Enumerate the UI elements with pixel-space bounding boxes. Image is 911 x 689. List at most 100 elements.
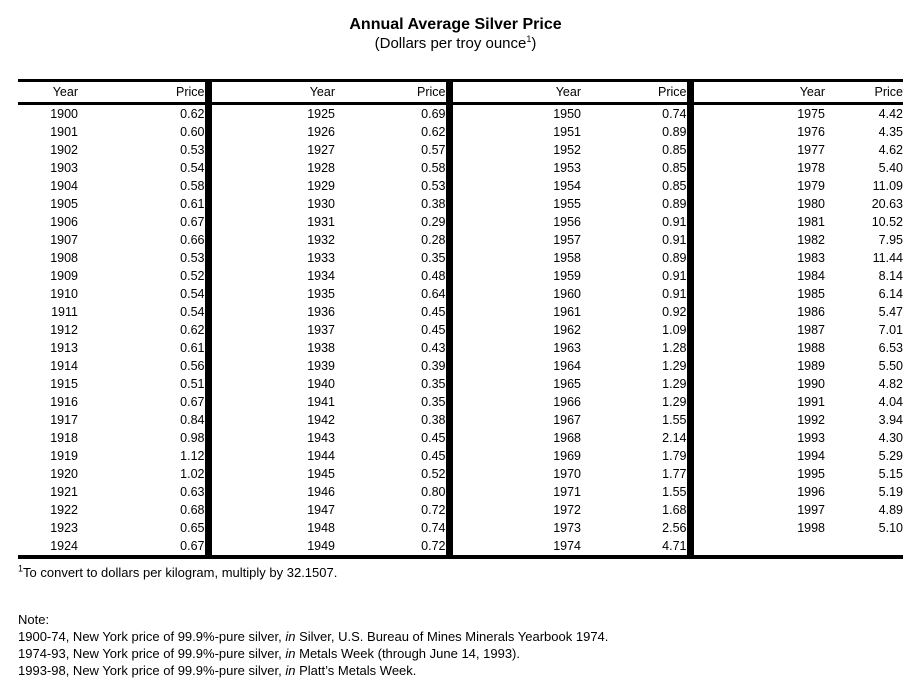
- price-cell: 0.35: [421, 377, 446, 391]
- price-cell: 0.62: [180, 323, 205, 337]
- table-row: 1916 0.67 1941 0.35 1966 1.29 1991 4.04: [18, 393, 903, 411]
- price-cell: 5.50: [878, 359, 903, 373]
- year-cell: 1965: [445, 375, 581, 393]
- year-cell: 1953: [445, 159, 581, 177]
- price-cell: 4.04: [878, 395, 903, 409]
- price-cell: 0.52: [421, 467, 446, 481]
- note-line-3: 1993-98, New York price of 99.9%-pure si…: [18, 662, 911, 679]
- price-cell: 6.14: [878, 287, 903, 301]
- year-cell: 1964: [445, 357, 581, 375]
- price-cell: 1.79: [662, 449, 687, 463]
- year-cell: 1973: [445, 519, 581, 537]
- note-2-italic: in: [285, 646, 296, 661]
- price-cell: 0.91: [662, 215, 687, 229]
- year-cell: 1997: [686, 501, 825, 519]
- price-cell: 0.68: [180, 503, 205, 517]
- price-cell: 5.15: [878, 467, 903, 481]
- year-cell: 1904: [50, 179, 78, 193]
- year-cell: 1939: [204, 357, 335, 375]
- note-3-suffix: Platt’s Metals Week.: [295, 663, 417, 678]
- price-cell: 0.84: [180, 413, 205, 427]
- price-cell: 0.54: [180, 287, 205, 301]
- year-cell: 1929: [204, 177, 335, 195]
- subtitle-suffix: ): [531, 35, 537, 52]
- price-cell: 0.39: [421, 359, 446, 373]
- price-cell: 0.61: [180, 341, 205, 355]
- column-header-year: Year: [18, 80, 78, 105]
- price-cell: 0.89: [662, 197, 687, 211]
- table-row: 1901 0.60 1926 0.62 1951 0.89 1976 4.35: [18, 123, 903, 141]
- price-cell: 0.85: [662, 143, 687, 157]
- year-cell: [686, 537, 825, 557]
- year-cell: 1960: [445, 285, 581, 303]
- year-cell: 1984: [686, 267, 825, 285]
- table-row: 1919 1.12 1944 0.45 1969 1.79 1994 5.29: [18, 447, 903, 465]
- price-cell: 7.01: [878, 323, 903, 337]
- price-cell: [825, 537, 903, 557]
- price-cell: 0.51: [180, 377, 205, 391]
- price-cell: 0.89: [662, 251, 687, 265]
- price-cell: 0.85: [662, 179, 687, 193]
- year-cell: 1959: [445, 267, 581, 285]
- price-cell: 1.77: [662, 467, 687, 481]
- year-cell: 1995: [686, 465, 825, 483]
- footnote-superscript: 1: [18, 563, 24, 574]
- year-cell: 1996: [686, 483, 825, 501]
- price-cell: 4.30: [878, 431, 903, 445]
- price-cell: 0.35: [421, 395, 446, 409]
- year-cell: 1958: [445, 249, 581, 267]
- year-cell: 1909: [50, 269, 78, 283]
- page-subtitle: (Dollars per troy ounce1): [0, 35, 911, 53]
- price-cell: 1.12: [180, 449, 205, 463]
- price-cell: 5.40: [878, 161, 903, 175]
- price-cell: 4.35: [878, 125, 903, 139]
- price-cell: 0.80: [421, 485, 446, 499]
- price-cell: 5.47: [878, 305, 903, 319]
- year-cell: 1971: [445, 483, 581, 501]
- price-cell: 0.62: [421, 125, 446, 139]
- silver-price-table: Year Price Year Price Year Price Year Price 190…: [18, 79, 903, 559]
- year-cell: 1992: [686, 411, 825, 429]
- year-cell: 1979: [686, 177, 825, 195]
- price-cell: 11.44: [872, 251, 903, 265]
- table-row: 1908 0.53 1933 0.35 1958 0.89 1983 11.44: [18, 249, 903, 267]
- year-cell: 1986: [686, 303, 825, 321]
- year-cell: 1917: [50, 413, 78, 427]
- table-row: 1902 0.53 1927 0.57 1952 0.85 1977 4.62: [18, 141, 903, 159]
- price-cell: 2.56: [662, 521, 687, 535]
- year-cell: 1976: [686, 123, 825, 141]
- year-cell: 1983: [686, 249, 825, 267]
- year-cell: 1962: [445, 321, 581, 339]
- table-row: 1910 0.54 1935 0.64 1960 0.91 1985 6.14: [18, 285, 903, 303]
- price-cell: 0.74: [662, 107, 687, 121]
- page-title: Annual Average Silver Price: [349, 16, 562, 33]
- note-2-prefix: 1974-93, New York price of 99.9%-pure si…: [18, 646, 286, 661]
- column-header-price: Price: [581, 80, 690, 105]
- footnote-text: To convert to dollars per kilogram, mult…: [23, 565, 338, 580]
- table-row: 1918 0.98 1943 0.45 1968 2.14 1993 4.30: [18, 429, 903, 447]
- price-cell: 1.29: [662, 395, 687, 409]
- year-cell: 1969: [445, 447, 581, 465]
- price-cell: 0.38: [421, 197, 446, 211]
- column-header-year: Year: [204, 80, 335, 105]
- year-cell: 1982: [686, 231, 825, 249]
- price-cell: 0.58: [421, 161, 446, 175]
- year-cell: 1936: [204, 303, 335, 321]
- year-cell: 1900: [50, 107, 78, 121]
- year-cell: 1911: [51, 305, 78, 319]
- table-row: 1905 0.61 1930 0.38 1955 0.89 1980 20.63: [18, 195, 903, 213]
- year-cell: 1921: [50, 485, 78, 499]
- price-cell: 0.67: [180, 539, 205, 553]
- table-row: 1907 0.66 1932 0.28 1957 0.91 1982 7.95: [18, 231, 903, 249]
- price-cell: 6.53: [878, 341, 903, 355]
- table-row: 1911 0.54 1936 0.45 1961 0.92 1986 5.47: [18, 303, 903, 321]
- table-header-row: Year Price Year Price Year Price Year Price: [18, 80, 903, 105]
- price-cell: 1.29: [662, 377, 687, 391]
- price-cell: 5.10: [878, 521, 903, 535]
- price-cell: 4.89: [878, 503, 903, 517]
- year-cell: 1913: [50, 341, 78, 355]
- price-cell: 0.92: [662, 305, 687, 319]
- year-cell: 1993: [686, 429, 825, 447]
- price-cell: 0.61: [180, 197, 205, 211]
